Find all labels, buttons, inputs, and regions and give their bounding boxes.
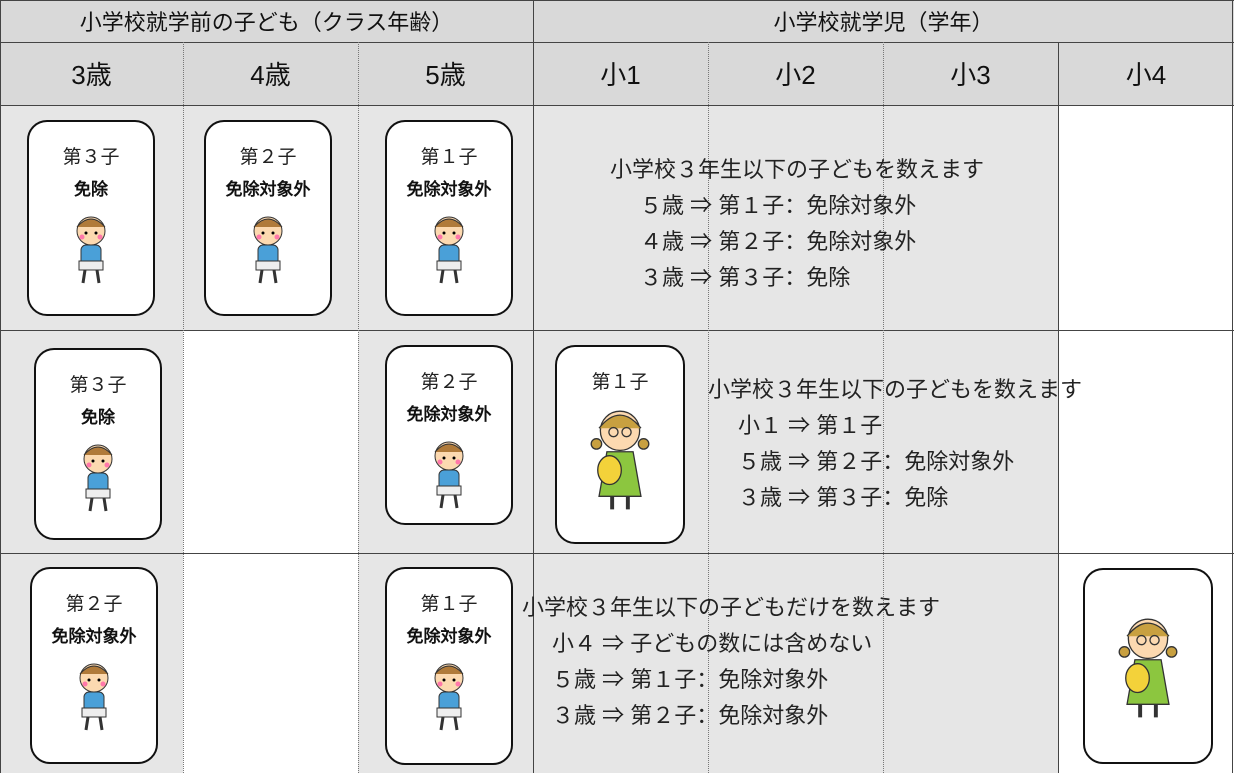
rule bbox=[0, 42, 1234, 43]
rule bbox=[0, 0, 1, 773]
rule bbox=[883, 42, 884, 773]
card-label: 第２子 bbox=[65, 594, 123, 615]
child-illustration bbox=[1118, 618, 1178, 718]
note-line: 小４ ⇒ 子どもの数には含めない bbox=[552, 631, 873, 656]
card: 第１子 bbox=[555, 345, 685, 544]
child-illustration bbox=[79, 663, 109, 731]
note-line: 小学校３年生以下の子どもだけを数えます bbox=[522, 595, 941, 620]
note-line: ４歳 ⇒ 第２子：免除対象外 bbox=[640, 229, 917, 254]
child-illustration bbox=[590, 410, 650, 510]
note-line: 小１ ⇒ 第１子 bbox=[738, 413, 883, 438]
column-header: 小3 bbox=[883, 42, 1058, 105]
card-status: 免除対象外 bbox=[406, 405, 492, 424]
rule bbox=[183, 42, 184, 773]
child-illustration bbox=[434, 216, 464, 284]
card: 第３子 免除 bbox=[34, 348, 162, 540]
card-status: 免除対象外 bbox=[406, 180, 492, 199]
column-header: 4歳 bbox=[183, 42, 358, 105]
note-line: ５歳 ⇒ 第１子：免除対象外 bbox=[552, 667, 829, 692]
note: 小学校３年生以下の子どもだけを数えます 小４ ⇒ 子どもの数には含めない ５歳 … bbox=[522, 590, 940, 734]
column-header: 小4 bbox=[1058, 42, 1234, 105]
group-header: 小学校就学前の子ども（クラス年齢） bbox=[0, 0, 533, 42]
column-header: 小1 bbox=[533, 42, 708, 105]
card-label: 第３子 bbox=[62, 147, 120, 168]
card: 第２子 免除対象外 bbox=[204, 120, 332, 316]
child-illustration bbox=[76, 216, 106, 284]
column-header: 5歳 bbox=[358, 42, 533, 105]
note-line: ３歳 ⇒ 第２子：免除対象外 bbox=[552, 703, 829, 728]
card: 第２子 免除対象外 bbox=[30, 567, 158, 764]
child-illustration bbox=[253, 216, 283, 284]
card-status: 免除対象外 bbox=[51, 627, 137, 646]
card-label: 第１子 bbox=[420, 594, 478, 615]
card bbox=[1083, 568, 1213, 764]
note: 小学校３年生以下の子どもを数えます ５歳 ⇒ 第１子：免除対象外 ４歳 ⇒ 第２… bbox=[610, 152, 984, 296]
rule bbox=[533, 0, 534, 773]
card-status: 免除対象外 bbox=[406, 627, 492, 646]
card-status: 免除対象外 bbox=[225, 180, 311, 199]
rule bbox=[708, 42, 709, 773]
note-line: ５歳 ⇒ 第２子：免除対象外 bbox=[738, 449, 1015, 474]
group-header: 小学校就学児（学年） bbox=[533, 0, 1234, 42]
note: 小学校３年生以下の子どもを数えます 小１ ⇒ 第１子 ５歳 ⇒ 第２子：免除対象… bbox=[708, 372, 1082, 516]
card-label: 第１子 bbox=[591, 372, 649, 393]
note-line: ３歳 ⇒ 第３子：免除 bbox=[738, 485, 949, 510]
rule bbox=[1058, 42, 1059, 773]
card: 第２子 免除対象外 bbox=[385, 345, 513, 525]
card-status: 免除 bbox=[81, 408, 115, 427]
rule bbox=[358, 42, 359, 773]
rule bbox=[1232, 0, 1233, 773]
card-label: 第３子 bbox=[69, 375, 127, 396]
note-line: 小学校３年生以下の子どもを数えます bbox=[708, 377, 1083, 402]
child-illustration bbox=[434, 441, 464, 509]
card-label: 第２子 bbox=[420, 372, 478, 393]
rule bbox=[0, 0, 1234, 1]
note-line: ３歳 ⇒ 第３子：免除 bbox=[640, 265, 851, 290]
column-header: 3歳 bbox=[0, 42, 183, 105]
rule bbox=[0, 553, 1234, 554]
card-status: 免除 bbox=[74, 180, 108, 199]
card-label: 第１子 bbox=[420, 147, 478, 168]
child-illustration bbox=[434, 663, 464, 731]
note-line: ５歳 ⇒ 第１子：免除対象外 bbox=[640, 193, 917, 218]
rule bbox=[0, 330, 1234, 331]
card: 第１子 免除対象外 bbox=[385, 120, 513, 316]
note-line: 小学校３年生以下の子どもを数えます bbox=[610, 157, 985, 182]
column-header: 小2 bbox=[708, 42, 883, 105]
card: 第１子 免除対象外 bbox=[385, 567, 513, 765]
card: 第３子 免除 bbox=[27, 120, 155, 316]
card-label: 第２子 bbox=[239, 147, 297, 168]
bg bbox=[533, 105, 1058, 330]
rule bbox=[0, 105, 1234, 106]
child-illustration bbox=[83, 444, 113, 512]
